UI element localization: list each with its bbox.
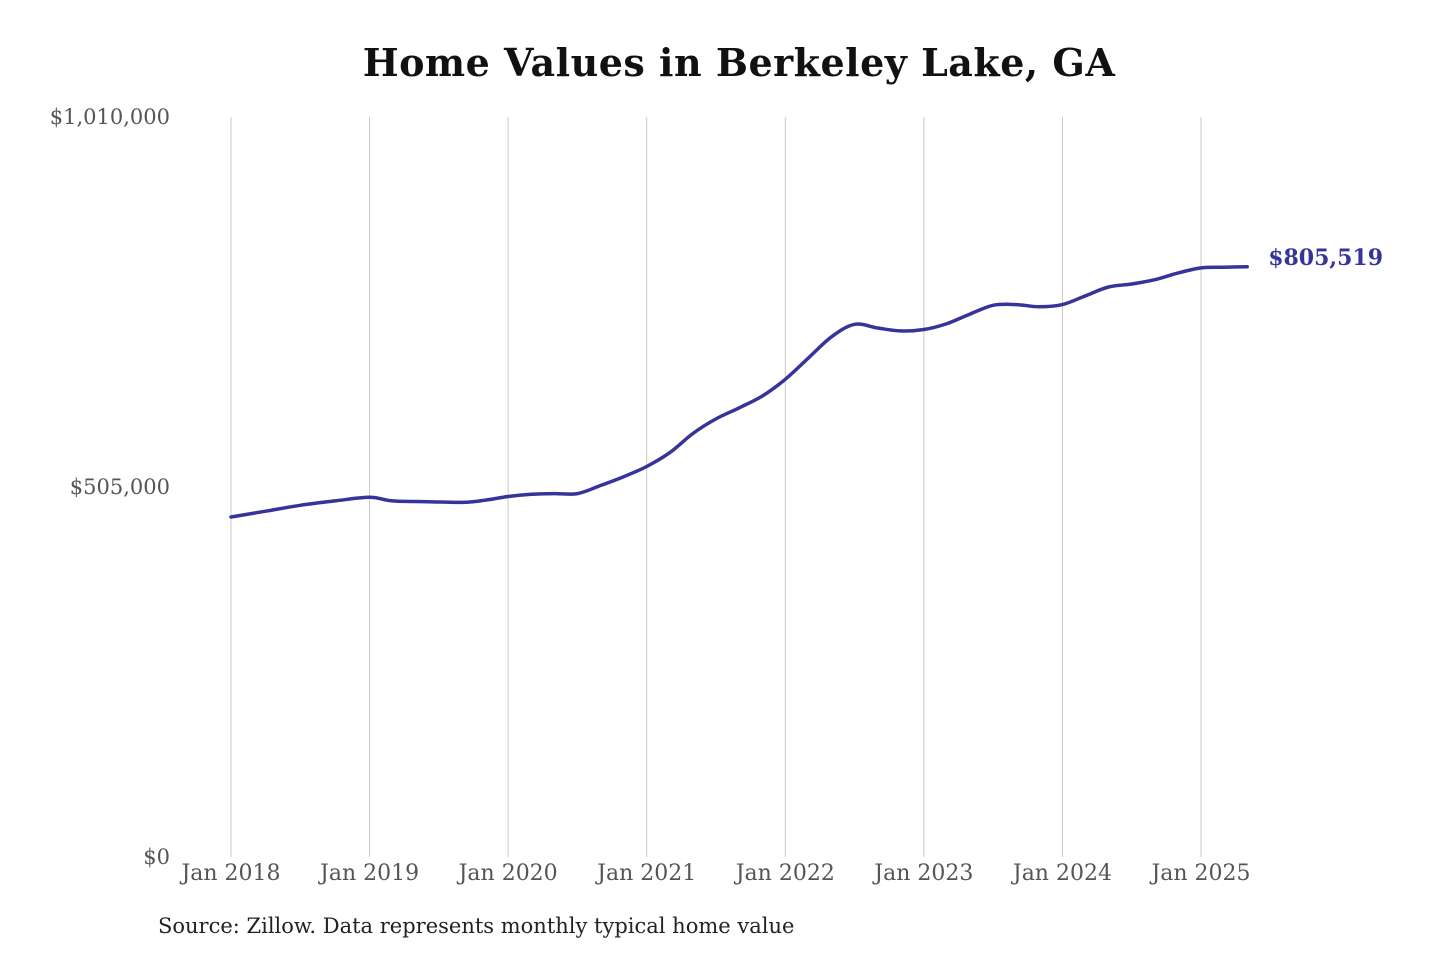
series-layer (229, 265, 1249, 519)
x-tick-label: Jan 2025 (1149, 861, 1250, 886)
y-axis-labels: $0 $505,000 $1,010,000 (50, 105, 170, 869)
y-tick-label: $0 (143, 845, 170, 869)
x-tick-label: Jan 2024 (1011, 861, 1112, 886)
y-tick-label: $505,000 (70, 475, 170, 499)
chart-title: Home Values in Berkeley Lake, GA (362, 40, 1116, 85)
home-value-line (229, 265, 1249, 519)
end-value-label-layer: $805,519 (1268, 245, 1383, 271)
x-tick-label: Jan 2021 (595, 861, 696, 886)
grid-lines (230, 117, 1202, 857)
x-tick-label: Jan 2018 (179, 861, 280, 886)
end-value-label: $805,519 (1268, 245, 1383, 271)
x-tick-label: Jan 2019 (318, 861, 419, 886)
x-tick-label: Jan 2023 (872, 861, 973, 886)
y-tick-label: $1,010,000 (50, 105, 170, 129)
x-tick-label: Jan 2022 (734, 861, 835, 886)
chart-source-note: Source: Zillow. Data represents monthly … (158, 914, 795, 938)
x-axis-labels: Jan 2018 Jan 2019 Jan 2020 Jan 2021 Jan 2022… (179, 861, 1250, 886)
x-tick-label: Jan 2020 (457, 861, 558, 886)
